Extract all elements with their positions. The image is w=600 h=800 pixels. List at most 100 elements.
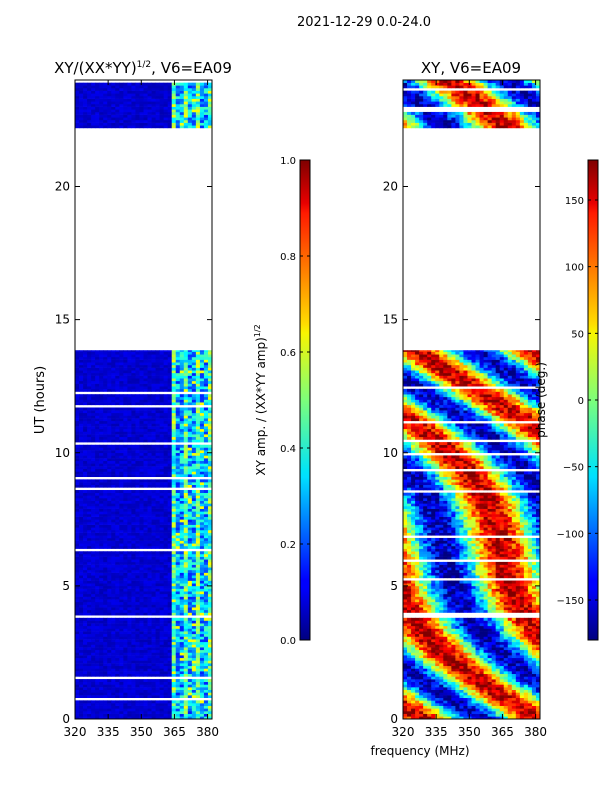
- heatmap-cell: [191, 412, 197, 416]
- heatmap-cell: [155, 679, 161, 683]
- heatmap-cell: [119, 415, 124, 419]
- heatmap-cell: [95, 354, 100, 358]
- heatmap-cell: [135, 633, 140, 637]
- heatmap-cell: [135, 569, 140, 573]
- heatmap-cell: [187, 359, 193, 363]
- heatmap-cell: [131, 495, 136, 499]
- heatmap-cell: [187, 551, 193, 555]
- heatmap-cell: [187, 407, 193, 411]
- heatmap-cell: [131, 623, 136, 627]
- heatmap-cell: [79, 551, 84, 555]
- heatmap-cell: [135, 364, 140, 368]
- heatmap-cell: [107, 410, 112, 414]
- heatmap-cell: [127, 607, 132, 611]
- heatmap-cell: [151, 679, 156, 683]
- heatmap-cell: [99, 708, 104, 712]
- heatmap-cell: [191, 593, 197, 597]
- heatmap-cell: [147, 580, 152, 584]
- heatmap-cell: [155, 516, 161, 520]
- heatmap-cell: [155, 612, 161, 616]
- heatmap-cell: [107, 466, 112, 470]
- heatmap-cell: [187, 519, 193, 523]
- heatmap-cell: [107, 551, 112, 555]
- heatmap-cell: [191, 649, 197, 653]
- heatmap-cell: [187, 468, 193, 472]
- heatmap-cell: [91, 359, 96, 363]
- heatmap-cell: [139, 111, 144, 115]
- heatmap-cell: [139, 386, 144, 390]
- heatmap-cell: [135, 93, 140, 97]
- heatmap-cell: [167, 543, 173, 547]
- heatmap-cell: [95, 655, 100, 659]
- heatmap-cell: [123, 103, 128, 107]
- heatmap-cell: [75, 516, 80, 520]
- heatmap-cell: [79, 535, 84, 539]
- heatmap-cell: [99, 620, 104, 624]
- heatmap-cell: [143, 101, 148, 105]
- heatmap-cell: [171, 450, 177, 454]
- heatmap-cell: [87, 111, 92, 115]
- heatmap-cell: [167, 575, 173, 579]
- heatmap-cell: [119, 647, 124, 651]
- heatmap-cell: [91, 521, 96, 525]
- heatmap-cell: [159, 599, 165, 603]
- heatmap-cell: [103, 125, 108, 129]
- heatmap-cell: [111, 628, 116, 632]
- heatmap-cell: [199, 378, 205, 382]
- heatmap-cell: [99, 591, 104, 595]
- heatmap-cell: [175, 471, 181, 475]
- heatmap-cell: [167, 607, 173, 611]
- heatmap-cell: [107, 471, 112, 475]
- heatmap-cell: [91, 399, 96, 403]
- heatmap-cell: [155, 375, 161, 379]
- heatmap-cell: [143, 370, 148, 374]
- heatmap-cell: [115, 93, 120, 97]
- heatmap-cell: [187, 681, 193, 685]
- heatmap-cell: [87, 567, 92, 571]
- heatmap-cell: [171, 665, 177, 669]
- heatmap-cell: [203, 423, 209, 427]
- heatmap-cell: [207, 85, 212, 89]
- heatmap-cell: [163, 412, 169, 416]
- heatmap-cell: [135, 370, 140, 374]
- heatmap-cell: [155, 103, 161, 107]
- heatmap-cell: [179, 703, 185, 706]
- heatmap-cell: [155, 540, 161, 544]
- heatmap-cell: [159, 354, 165, 358]
- heatmap-cell: [183, 545, 189, 549]
- heatmap-cell: [171, 378, 177, 382]
- heatmap-cell: [167, 434, 173, 438]
- heatmap-cell: [79, 564, 84, 568]
- heatmap-cell: [199, 617, 205, 621]
- heatmap-cell: [95, 564, 100, 568]
- heatmap-cell: [167, 535, 173, 539]
- heatmap-cell: [139, 705, 144, 709]
- heatmap-cell: [131, 671, 136, 675]
- heatmap-cell: [131, 428, 136, 432]
- heatmap-cell: [79, 561, 84, 565]
- heatmap-cell: [183, 106, 189, 110]
- heatmap-cell: [203, 687, 209, 691]
- heatmap-cell: [167, 447, 173, 451]
- heatmap-cell: [103, 356, 108, 360]
- heatmap-cell: [187, 364, 193, 368]
- heatmap-cell: [107, 524, 112, 528]
- heatmap-cell: [151, 396, 156, 400]
- heatmap-cell: [111, 604, 116, 608]
- heatmap-cell: [167, 601, 173, 605]
- heatmap-cell: [171, 580, 177, 584]
- heatmap-cell: [179, 367, 185, 371]
- heatmap-cell: [99, 596, 104, 600]
- heatmap-cell: [91, 455, 96, 459]
- heatmap-cell: [111, 705, 116, 709]
- heatmap-cell: [151, 553, 156, 557]
- heatmap-cell: [151, 665, 156, 669]
- heatmap-cell: [87, 85, 92, 89]
- heatmap-cell: [127, 561, 132, 565]
- heatmap-cell: [183, 572, 189, 576]
- heatmap-cell: [171, 545, 177, 549]
- heatmap-cell: [91, 527, 96, 531]
- heatmap-cell: [95, 700, 100, 704]
- heatmap-cell: [155, 350, 161, 352]
- heatmap-cell: [155, 596, 161, 600]
